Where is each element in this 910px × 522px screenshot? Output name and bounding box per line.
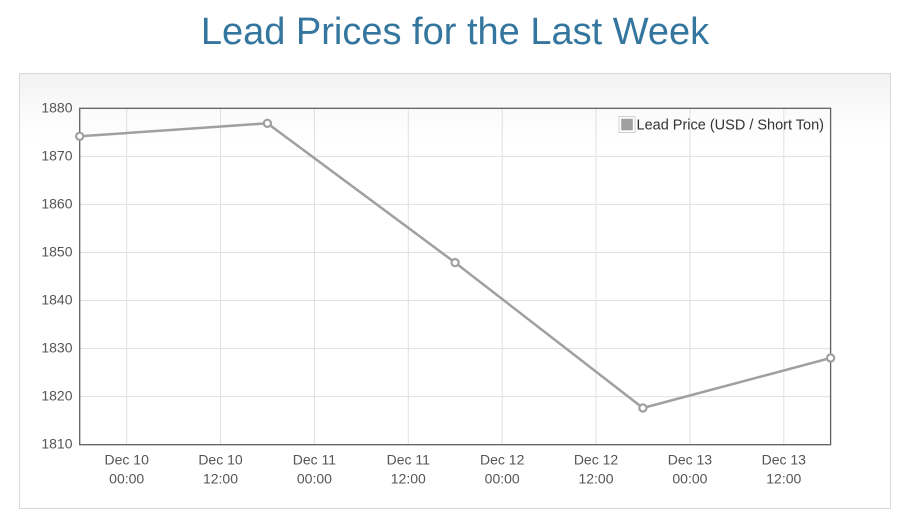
svg-text:Dec 10: Dec 10 (105, 452, 150, 468)
svg-text:1810: 1810 (41, 436, 72, 452)
svg-text:1860: 1860 (41, 196, 72, 212)
svg-text:Lead Price (USD / Short Ton): Lead Price (USD / Short Ton) (637, 118, 825, 134)
svg-text:Dec 11: Dec 11 (387, 452, 431, 468)
svg-text:12:00: 12:00 (391, 471, 426, 487)
svg-text:00:00: 00:00 (109, 471, 144, 487)
svg-text:1830: 1830 (41, 340, 72, 356)
svg-text:1840: 1840 (41, 292, 72, 308)
svg-text:1870: 1870 (41, 148, 72, 164)
svg-text:Dec 13: Dec 13 (762, 452, 807, 468)
svg-text:1880: 1880 (41, 100, 72, 116)
svg-text:Dec 12: Dec 12 (480, 452, 525, 468)
svg-text:Dec 10: Dec 10 (198, 452, 243, 468)
svg-text:00:00: 00:00 (672, 471, 707, 487)
svg-text:00:00: 00:00 (297, 471, 332, 487)
svg-text:00:00: 00:00 (485, 471, 520, 487)
svg-text:Dec 12: Dec 12 (574, 452, 619, 468)
svg-text:12:00: 12:00 (578, 471, 613, 487)
svg-text:Dec 11: Dec 11 (293, 452, 337, 468)
svg-text:1850: 1850 (41, 244, 72, 260)
svg-text:12:00: 12:00 (766, 471, 801, 487)
svg-text:Dec 13: Dec 13 (668, 452, 713, 468)
svg-text:1820: 1820 (41, 388, 72, 404)
svg-text:12:00: 12:00 (203, 471, 238, 487)
